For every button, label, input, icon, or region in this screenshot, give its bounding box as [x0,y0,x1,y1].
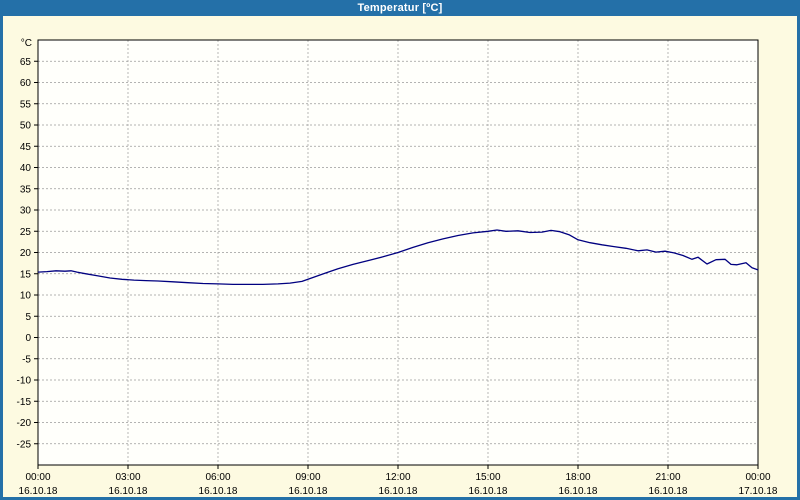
x-tick-date: 16.10.18 [379,486,418,497]
y-tick-label: -15 [17,397,32,408]
y-axis-unit: °C [21,38,32,49]
y-tick-label: 60 [20,78,32,89]
y-tick-label: 65 [20,57,32,68]
series-line-temperatur [37,229,759,286]
temperature-chart: 65605550454035302520151050-5-10-15-20-25… [17,38,778,497]
x-tick-time: 03:00 [115,472,140,483]
x-tick-date: 16.10.18 [469,486,508,497]
y-tick-label: -10 [17,376,32,387]
x-tick-time: 06:00 [205,472,230,483]
y-tick-label: 35 [20,184,32,195]
x-tick-time: 09:00 [295,472,320,483]
chart-area: 65 60 55 50 45 40 35 30 25 20 15 10 5 0 -5 -10 -15 -20 -25… [3,16,797,497]
x-tick-date: 16.10.18 [649,486,688,497]
y-tick-label: 10 [20,291,32,302]
x-tick-date: 16.10.18 [559,486,598,497]
x-tick-date: 16.10.18 [289,486,328,497]
y-tick-label: 0 [25,333,31,344]
y-tick-label: 5 [25,312,31,323]
y-tick-label: 40 [20,163,32,174]
y-tick-label: 30 [20,206,32,217]
y-tick-label: 50 [20,121,32,132]
y-tick-label: 15 [20,269,32,280]
x-tick-time: 15:00 [475,472,500,483]
y-tick-label: 20 [20,248,32,259]
y-tick-label: 55 [20,99,32,110]
plot-border [37,39,759,466]
x-tick-time: 12:00 [385,472,410,483]
y-tick-label: 45 [20,142,32,153]
x-tick-date: 17.10.18 [739,486,778,497]
y-tick-label: -20 [17,418,32,429]
x-tick-time: 00:00 [25,472,50,483]
x-tick-time: 21:00 [655,472,680,483]
y-tick-label: 25 [20,227,32,238]
x-tick-date: 16.10.18 [109,486,148,497]
x-tick-date: 16.10.18 [199,486,238,497]
x-tick-time: 00:00 [745,472,770,483]
x-tick-date: 16.10.18 [19,486,58,497]
y-tick-label: -5 [22,354,31,365]
window-titlebar: Temperatur [ºC] [0,0,800,16]
window-title: Temperatur [ºC] [357,2,443,14]
x-tick-time: 18:00 [565,472,590,483]
y-tick-label: -25 [17,439,32,450]
